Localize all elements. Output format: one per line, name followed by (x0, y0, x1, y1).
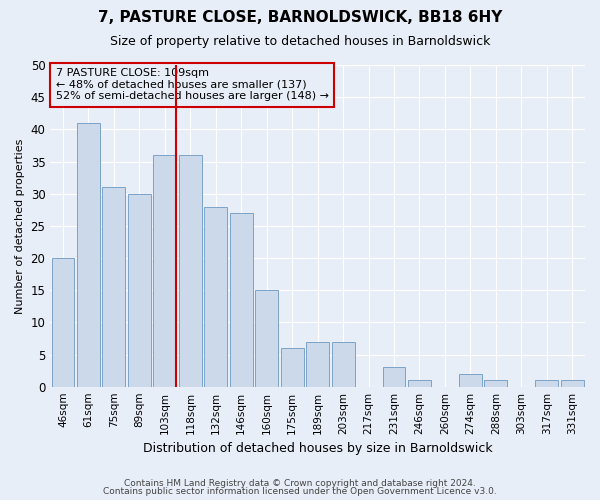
Text: 7, PASTURE CLOSE, BARNOLDSWICK, BB18 6HY: 7, PASTURE CLOSE, BARNOLDSWICK, BB18 6HY (98, 10, 502, 25)
Bar (103, 187, 125, 386)
Bar (77, 123, 100, 386)
Bar (52, 258, 74, 386)
Text: 7 PASTURE CLOSE: 109sqm
← 48% of detached houses are smaller (137)
52% of semi-d: 7 PASTURE CLOSE: 109sqm ← 48% of detache… (56, 68, 329, 102)
Bar (255, 290, 278, 386)
Y-axis label: Number of detached properties: Number of detached properties (15, 138, 25, 314)
Bar (306, 342, 329, 386)
Bar (535, 380, 558, 386)
Bar (484, 380, 508, 386)
Bar (205, 206, 227, 386)
Bar (459, 374, 482, 386)
Bar (383, 368, 406, 386)
Bar (281, 348, 304, 387)
Text: Contains HM Land Registry data © Crown copyright and database right 2024.: Contains HM Land Registry data © Crown c… (124, 478, 476, 488)
Bar (128, 194, 151, 386)
Bar (230, 213, 253, 386)
Bar (561, 380, 584, 386)
Bar (408, 380, 431, 386)
Bar (332, 342, 355, 386)
Text: Contains public sector information licensed under the Open Government Licence v3: Contains public sector information licen… (103, 487, 497, 496)
X-axis label: Distribution of detached houses by size in Barnoldswick: Distribution of detached houses by size … (143, 442, 493, 455)
Text: Size of property relative to detached houses in Barnoldswick: Size of property relative to detached ho… (110, 35, 490, 48)
Bar (179, 155, 202, 386)
Bar (154, 155, 176, 386)
